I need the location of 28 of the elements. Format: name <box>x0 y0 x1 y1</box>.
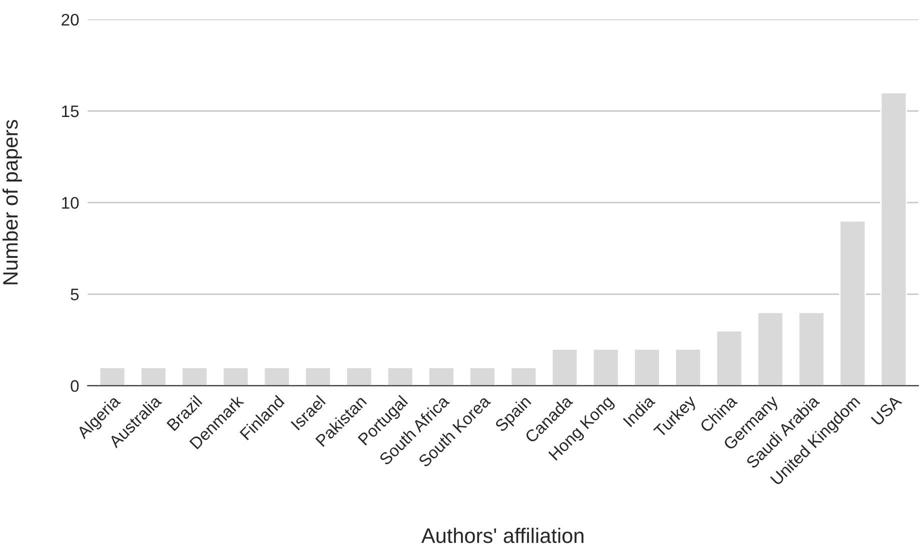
bar <box>756 312 784 386</box>
bar <box>551 348 578 386</box>
bar <box>304 366 332 386</box>
bar <box>634 348 660 386</box>
bar <box>880 92 908 386</box>
bar <box>263 366 290 386</box>
bar <box>716 330 743 386</box>
bar <box>428 366 455 386</box>
y-tick-label: 5 <box>70 288 79 300</box>
y-tick-label: 20 <box>62 14 79 26</box>
bar <box>674 348 702 386</box>
bar <box>510 366 538 386</box>
y-tick-label: 15 <box>62 106 79 118</box>
bar <box>469 366 496 386</box>
x-tick-label: USA <box>870 394 902 426</box>
bar <box>222 366 250 386</box>
bar <box>140 366 167 386</box>
bar <box>181 366 208 386</box>
bar <box>798 312 825 386</box>
y-axis-title: Number of papers <box>2 120 22 284</box>
bar <box>592 348 620 386</box>
x-axis-title: Authors' affiliation <box>421 528 584 544</box>
bar <box>346 366 373 386</box>
bar <box>386 366 414 386</box>
y-tick-label: 0 <box>70 380 79 392</box>
bar <box>98 366 126 386</box>
bar <box>839 220 866 386</box>
y-tick-label: 10 <box>62 196 79 209</box>
